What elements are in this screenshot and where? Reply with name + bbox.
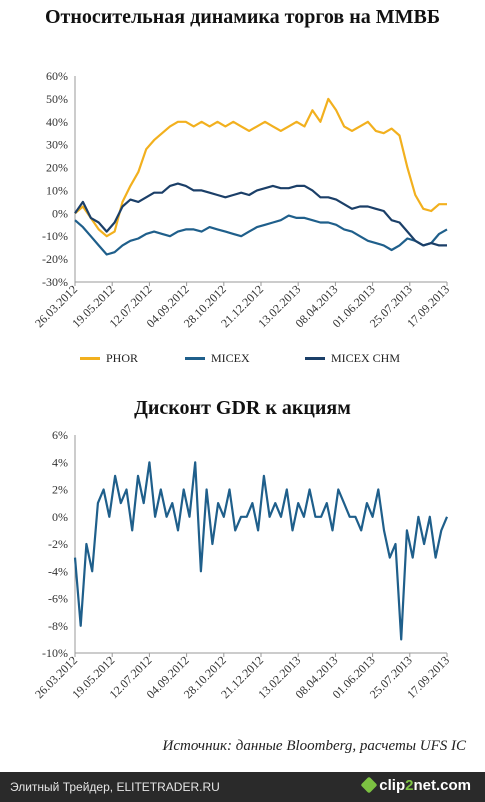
c2-y-tick-label: 6% — [52, 428, 68, 442]
footer-site-text: Элитный Трейдер, ELITETRADER.RU — [10, 780, 220, 794]
c2-y-tick-label: 4% — [52, 455, 68, 469]
c1-series-phor — [74, 97, 447, 238]
c1-y-tick-label: -20% — [42, 252, 68, 266]
c1-y-tick-label: 50% — [46, 92, 68, 106]
source-note: Источник: данные Bloomberg, расчеты UFS … — [162, 738, 467, 754]
legend-item-micex-chm: MICEX CHM — [305, 349, 400, 367]
legend-label-phor: PHOR — [106, 350, 139, 365]
c1-y-tick-label: 30% — [46, 138, 68, 152]
c2-y-tick-label: -4% — [48, 564, 68, 578]
clip2net-logo[interactable]: clip2net.com — [360, 776, 471, 794]
legend-swatch-micex — [185, 356, 205, 360]
legend-label-micex-chm: MICEX CHM — [331, 350, 401, 365]
legend-item-phor: PHOR — [80, 349, 138, 367]
c1-y-tick-label: -10% — [42, 229, 68, 243]
c2-y-tick-label: -10% — [42, 646, 68, 660]
c1-series-micex — [74, 214, 448, 256]
footer-bar: Элитный Трейдер, ELITETRADER.RU clip2net… — [0, 772, 485, 802]
logo-prefix: clip — [379, 777, 406, 794]
charts-canvas: 60%50%40%30%20%10%0%-10%-20%-30%26.03.20… — [32, 69, 452, 701]
c1-y-tick-label: 10% — [46, 183, 68, 197]
legend-swatch-micex-chm — [305, 356, 325, 360]
c2-series-discount — [73, 461, 449, 641]
c1-series-micex-chm — [74, 182, 447, 247]
logo-number: 2 — [405, 777, 414, 794]
c2-y-tick-label: 2% — [52, 483, 68, 497]
c2-y-tick-label: -2% — [48, 537, 68, 551]
legend-label-micex: MICEX — [211, 350, 250, 365]
logo-suffix: net.com — [413, 777, 471, 794]
clip2net-logo-icon — [360, 776, 378, 794]
legend-item-micex: MICEX — [185, 349, 250, 367]
chart1-title: Относительная динамика торгов на ММВБ — [44, 6, 441, 28]
c1-y-tick-label: -30% — [42, 275, 68, 289]
c1-y-tick-label: 20% — [46, 161, 68, 175]
c1-y-tick-label: 0% — [52, 206, 68, 220]
legend-swatch-phor — [80, 356, 100, 360]
c2-y-tick-label: -6% — [48, 592, 68, 606]
c1-y-tick-label: 40% — [46, 115, 68, 129]
chart2-title: Дисконт GDR к акциям — [134, 397, 351, 419]
c2-y-tick-label: -8% — [48, 619, 68, 633]
c2-y-tick-label: 0% — [52, 510, 68, 524]
c1-y-tick-label: 60% — [46, 69, 68, 83]
